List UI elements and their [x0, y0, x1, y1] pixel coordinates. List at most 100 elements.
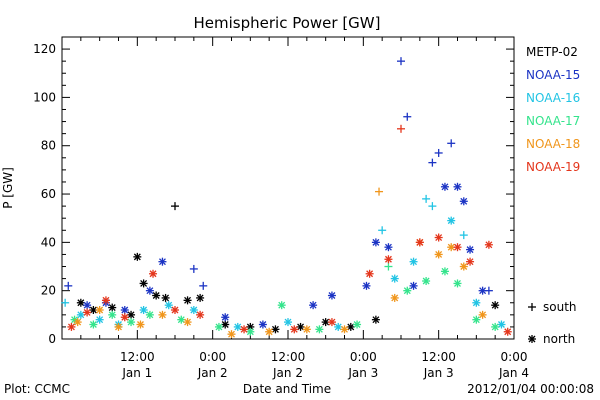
- point-noaa-15: [409, 281, 418, 290]
- point-noaa-16: [390, 274, 399, 283]
- marker-stroke: [140, 306, 148, 314]
- point-noaa-18: [227, 330, 236, 339]
- point-noaa-17: [145, 310, 154, 319]
- point-noaa-16: [164, 301, 173, 310]
- point-noaa-15: [362, 281, 371, 290]
- marker-stroke: [528, 335, 536, 343]
- point-noaa-18: [478, 310, 487, 319]
- point-noaa-19: [240, 325, 249, 334]
- marker-stroke: [127, 318, 135, 326]
- point-noaa-17: [440, 267, 449, 276]
- y-tick-label: 80: [41, 139, 56, 153]
- point-noaa-16: [472, 298, 481, 307]
- point-metp-02: [127, 310, 136, 319]
- marker-stroke: [127, 311, 135, 319]
- marker-stroke: [334, 323, 342, 331]
- marker-stroke: [384, 243, 392, 251]
- point-noaa-18: [375, 187, 384, 196]
- point-noaa-17: [108, 310, 117, 319]
- point-noaa-15: [466, 245, 475, 254]
- point-noaa-19: [434, 233, 443, 242]
- x-tick-date: Jan 3: [423, 366, 454, 380]
- point-noaa-16: [409, 257, 418, 266]
- marker-stroke: [366, 270, 374, 278]
- point-noaa-17: [89, 320, 98, 329]
- marker-stroke: [454, 183, 461, 191]
- legend-plus-icon: [528, 303, 536, 311]
- point-noaa-15: [64, 281, 73, 290]
- point-metp-02: [271, 325, 280, 334]
- data-points: [61, 57, 512, 339]
- x-tick-date: Jan 2: [197, 366, 228, 380]
- point-metp-02: [152, 291, 161, 300]
- marker-stroke: [121, 313, 129, 321]
- point-noaa-17: [353, 320, 362, 329]
- point-noaa-16: [233, 322, 242, 331]
- point-noaa-19: [120, 313, 129, 322]
- marker-stroke: [234, 323, 242, 331]
- marker-stroke: [447, 243, 455, 251]
- marker-stroke: [96, 306, 104, 314]
- y-tick-label: 100: [33, 90, 56, 104]
- point-metp-02: [183, 296, 192, 305]
- marker-stroke: [140, 279, 148, 287]
- marker-stroke: [472, 316, 480, 324]
- y-axis-label: P [GW]: [1, 167, 15, 209]
- legend-entry: NOAA-17: [526, 114, 580, 128]
- marker-stroke: [454, 243, 461, 251]
- marker-stroke: [240, 325, 248, 333]
- marker-stroke: [271, 325, 279, 333]
- marker-stroke: [497, 321, 505, 328]
- point-metp-02: [108, 303, 117, 312]
- point-noaa-16: [334, 322, 343, 331]
- point-noaa-15: [145, 286, 154, 295]
- marker-stroke: [108, 311, 116, 319]
- marker-stroke: [102, 296, 110, 304]
- marker-stroke: [96, 316, 104, 324]
- point-noaa-17: [246, 327, 255, 336]
- marker-stroke: [466, 246, 474, 254]
- marker-stroke: [196, 294, 204, 302]
- legend: METP-02 NOAA-15 NOAA-16 NOAA-17 NOAA-18 NOAA-…: [526, 45, 580, 174]
- x-axis: 12:00 Jan 1 0:00 Jan 2 12:00 Jan 2 0:00 Jan 3 12…: [61, 37, 529, 380]
- marker-legend: south north: [528, 300, 577, 346]
- x-tick-date: Jan 1: [121, 366, 152, 380]
- point-noaa-15: [397, 57, 405, 66]
- marker-stroke: [108, 304, 116, 312]
- marker-stroke: [278, 301, 286, 309]
- point-noaa-18: [434, 250, 443, 259]
- marker-stroke: [460, 197, 468, 205]
- marker-stroke: [479, 311, 487, 319]
- point-noaa-19: [196, 310, 205, 319]
- point-noaa-17: [491, 322, 500, 331]
- x-axis-label: Date and Time: [243, 382, 331, 396]
- point-noaa-19: [453, 243, 462, 252]
- marker-stroke: [265, 328, 273, 336]
- point-noaa-16: [422, 194, 431, 203]
- marker-stroke: [347, 323, 355, 331]
- marker-stroke: [466, 258, 474, 266]
- marker-stroke: [89, 321, 97, 328]
- x-tick-date: Jan 2: [272, 366, 303, 380]
- point-noaa-16: [76, 310, 85, 319]
- marker-stroke: [472, 299, 480, 307]
- marker-stroke: [221, 313, 229, 321]
- marker-stroke: [435, 234, 443, 241]
- point-noaa-17: [384, 262, 393, 271]
- marker-stroke: [221, 321, 229, 328]
- marker-stroke: [410, 282, 418, 290]
- point-noaa-16: [459, 231, 468, 240]
- marker-stroke: [372, 238, 380, 246]
- x-tick-time: 0:00: [199, 350, 226, 364]
- marker-stroke: [83, 308, 91, 316]
- marker-stroke: [403, 287, 411, 295]
- x-tick-time: 12:00: [271, 350, 306, 364]
- marker-stroke: [441, 183, 449, 191]
- legend-entry: NOAA-19: [526, 160, 580, 174]
- point-metp-02: [76, 298, 85, 307]
- marker-stroke: [171, 306, 179, 314]
- marker-stroke: [309, 301, 317, 309]
- marker-stroke: [341, 325, 348, 333]
- point-noaa-15: [403, 112, 412, 121]
- marker-stroke: [149, 270, 157, 278]
